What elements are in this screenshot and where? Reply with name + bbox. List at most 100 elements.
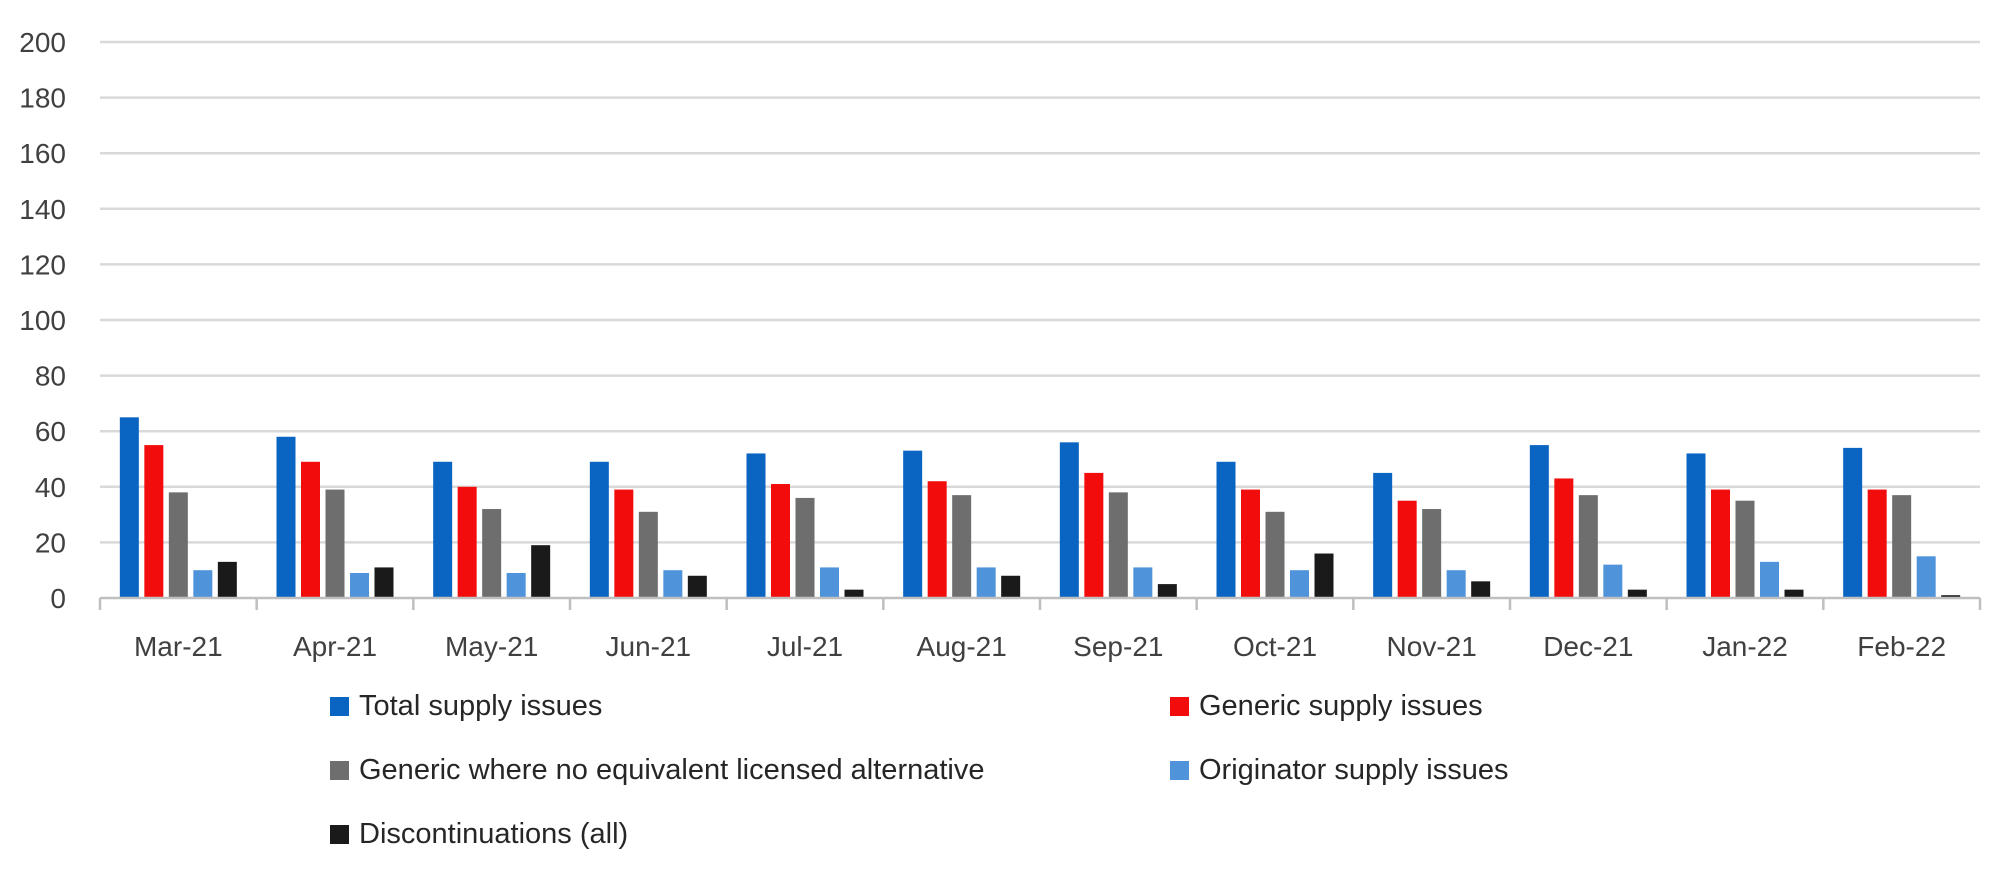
x-axis [98, 596, 1982, 610]
bar [1711, 489, 1730, 598]
bar [506, 572, 526, 598]
bar [1554, 478, 1574, 598]
bar [531, 545, 551, 598]
bar [589, 461, 609, 598]
legend-label: Originator supply issues [1199, 754, 1509, 786]
x-tick-label: Nov-21 [1387, 631, 1477, 662]
legend-item: Discontinuations (all) [330, 818, 628, 851]
legend-swatch [330, 761, 349, 780]
y-tick-label: 20 [35, 527, 66, 558]
bar [795, 497, 815, 598]
bar [976, 567, 996, 598]
x-tick-label: Sep-21 [1073, 631, 1163, 662]
x-tick-label: Jan-22 [1702, 631, 1788, 662]
bar [144, 445, 164, 598]
y-tick-label: 180 [19, 83, 66, 114]
bar [1084, 472, 1104, 598]
x-tick-label: Jul-21 [767, 631, 843, 662]
legend-label: Generic where no equivalent licensed alt… [359, 754, 985, 786]
bar [193, 570, 213, 598]
bar [663, 570, 683, 598]
legend-label: Generic supply issues [1199, 690, 1483, 722]
x-tick-label: Dec-21 [1543, 631, 1633, 662]
y-tick-label: 140 [19, 194, 66, 225]
y-tick-label: 160 [19, 138, 66, 169]
bar [1157, 584, 1177, 598]
bar [1133, 567, 1153, 598]
bar [482, 509, 502, 598]
bar [1843, 447, 1863, 598]
bar [276, 436, 296, 598]
y-tick-label: 200 [19, 27, 66, 58]
bar [820, 567, 839, 598]
bar [217, 561, 237, 598]
bar [771, 484, 790, 598]
bar [1686, 453, 1706, 598]
x-tick-label: Jun-21 [606, 631, 692, 662]
y-tick-label: 100 [19, 305, 66, 336]
x-tick-label: Aug-21 [917, 631, 1007, 662]
gridlines [100, 40, 1980, 544]
legend-item: Total supply issues [330, 690, 602, 723]
bar [1422, 509, 1442, 598]
bar [903, 450, 923, 598]
bar [1916, 556, 1936, 598]
x-tick-label: May-21 [445, 631, 538, 662]
legend-swatch [330, 825, 349, 844]
bar [1941, 595, 1961, 598]
y-axis-ticks: 0 20 40 60 80 100 120 140 160 180 200 [19, 27, 66, 614]
x-tick-label: Apr-21 [293, 631, 377, 662]
legend: Total supply issues Generic supply issues… [330, 690, 1930, 890]
x-tick-label: Mar-21 [134, 631, 223, 662]
x-axis-ticks: Mar-21 Apr-21 May-21 Jun-21 Jul-21 Aug-21 Sep-… [134, 631, 1946, 662]
y-tick-label: 40 [35, 472, 66, 503]
bar [638, 511, 658, 598]
bar [952, 495, 972, 598]
bar [927, 481, 947, 598]
legend-item: Originator supply issues [1170, 754, 1508, 787]
bar [1108, 492, 1128, 598]
legend-label: Total supply issues [359, 690, 603, 722]
bar [1397, 500, 1417, 598]
bar [1216, 461, 1236, 598]
bar [301, 461, 320, 598]
bar [374, 567, 394, 598]
y-tick-label: 80 [35, 361, 66, 392]
bar [1314, 553, 1334, 598]
legend-label: Discontinuations (all) [359, 818, 629, 850]
bar [1059, 442, 1079, 598]
y-tick-label: 120 [19, 249, 66, 280]
x-tick-label: Oct-21 [1233, 631, 1317, 662]
bar [119, 417, 139, 598]
bar [1290, 570, 1309, 598]
bar-chart: 0 20 40 60 80 100 120 140 160 180 200 Mar-21 Apr-21… [19, 27, 1982, 662]
legend-swatch [1170, 697, 1189, 716]
bar [1784, 589, 1804, 598]
bar [1735, 500, 1755, 598]
y-tick-label: 0 [50, 583, 66, 614]
bar [844, 589, 864, 598]
bar [1603, 564, 1623, 598]
legend-item: Generic supply issues [1170, 690, 1483, 723]
bar [746, 453, 766, 598]
bars [119, 417, 1961, 598]
bar [1471, 581, 1491, 598]
bar [1578, 495, 1598, 598]
bar [1867, 489, 1887, 598]
bar [350, 572, 369, 598]
legend-swatch [330, 697, 349, 716]
bar [168, 492, 188, 598]
bar [687, 575, 707, 598]
legend-swatch [1170, 761, 1189, 780]
bar [1892, 495, 1912, 598]
bar [1446, 570, 1466, 598]
legend-item: Generic where no equivalent licensed alt… [330, 754, 984, 787]
y-tick-label: 60 [35, 416, 66, 447]
bar [1529, 445, 1549, 598]
bar [1760, 561, 1779, 598]
bar [1373, 472, 1393, 598]
x-tick-label: Feb-22 [1857, 631, 1946, 662]
bar [457, 486, 477, 598]
bar [433, 461, 453, 598]
bar [1001, 575, 1021, 598]
